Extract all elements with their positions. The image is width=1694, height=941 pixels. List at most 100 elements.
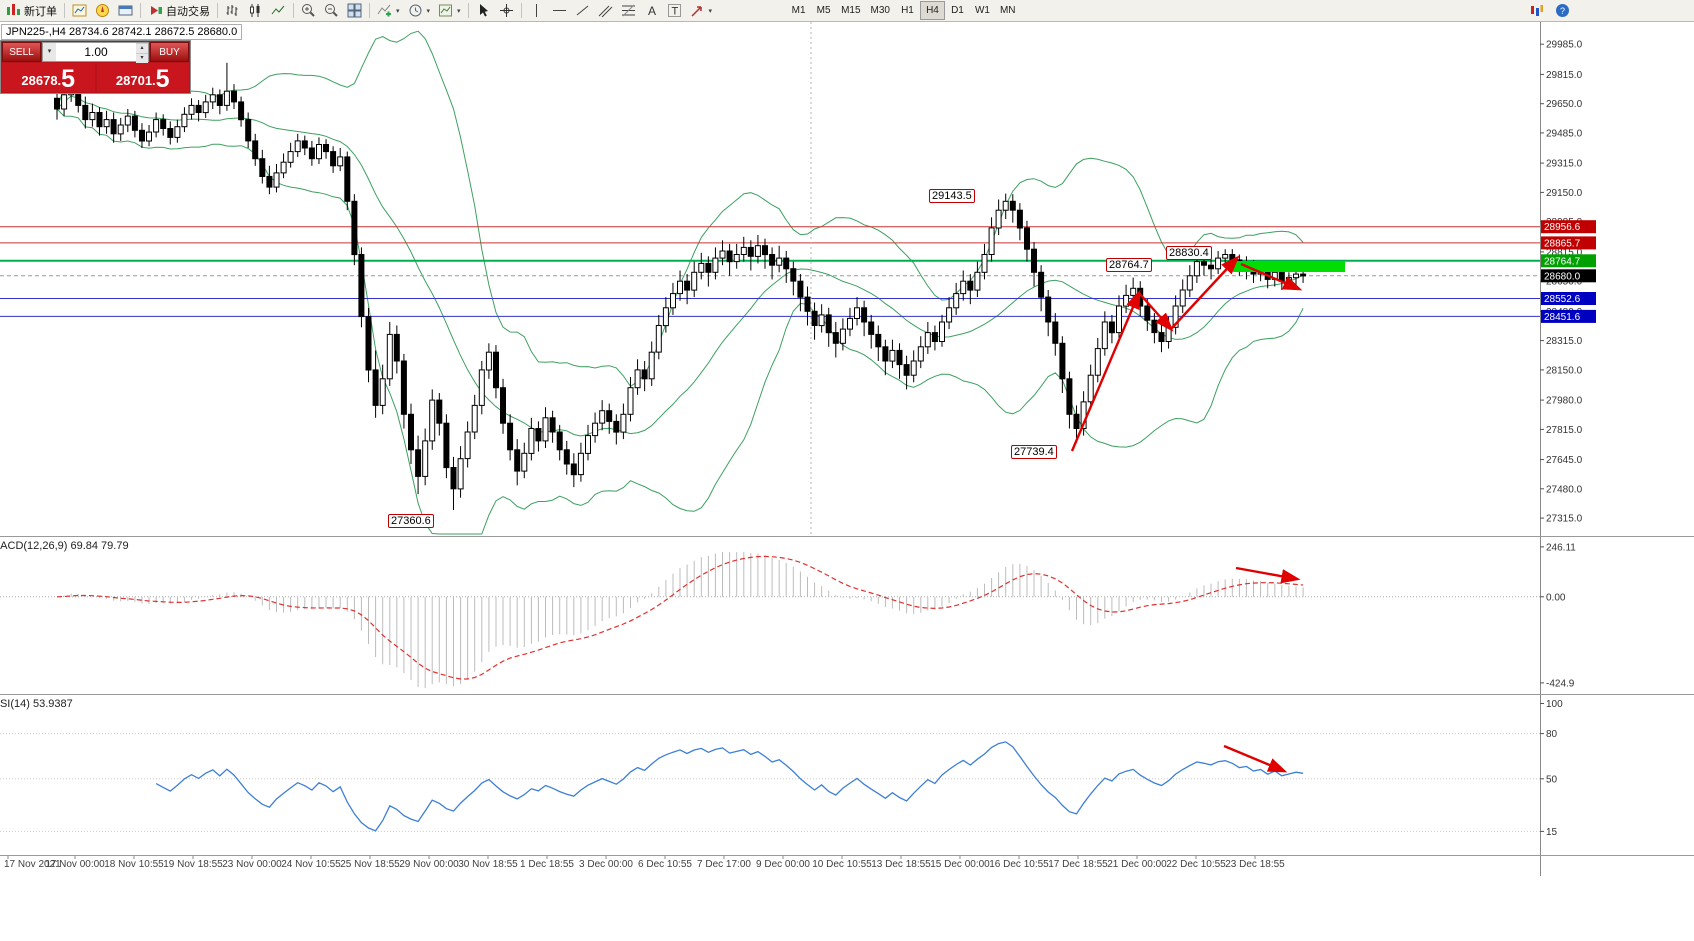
sell-price-display[interactable]: 28678. 5 <box>2 63 95 92</box>
timeframe-m15[interactable]: M15 <box>836 1 865 20</box>
candle-body <box>903 364 910 376</box>
candle-body <box>1059 342 1066 380</box>
candle-body <box>252 140 259 160</box>
navigator-button[interactable] <box>91 1 114 21</box>
candle-body <box>202 101 209 114</box>
timeframe-mn[interactable]: MN <box>995 1 1021 20</box>
price-annotation[interactable]: 27739.4 <box>1011 445 1057 459</box>
price-tick-label: 27645.0 <box>1546 455 1583 466</box>
volume-field[interactable]: ▾ 1.00 ▴ ▾ <box>42 42 149 63</box>
timeframe-m5[interactable]: M5 <box>811 1 836 20</box>
market-watch-button[interactable] <box>68 1 91 21</box>
axes[interactable]: 29985.0 29815.0 29650.0 29485.0 29315.0 29150… <box>0 22 1694 876</box>
candle-body <box>280 161 287 174</box>
bar-chart-button[interactable] <box>221 1 244 21</box>
candle-body <box>415 449 422 477</box>
fibonacci-tool-button[interactable] <box>617 1 640 21</box>
new-chart-button[interactable] <box>1525 1 1548 21</box>
time-tick-label: 29 Nov 00:00 <box>399 859 459 870</box>
indicators-button[interactable]: ▾ <box>373 1 404 21</box>
candle-body <box>61 94 68 110</box>
time-tick-label: 16 Dec 10:55 <box>989 859 1049 870</box>
candle-body <box>216 94 223 107</box>
price-tick-label: 29150.0 <box>1546 188 1583 199</box>
candle-body <box>910 360 917 376</box>
sell-button[interactable]: SELL <box>2 42 41 62</box>
candle-body <box>301 140 308 149</box>
candle-body <box>231 90 237 103</box>
candle-body <box>493 351 499 389</box>
vertical-line-tool-button[interactable] <box>525 1 548 21</box>
candlestick-chart-button[interactable] <box>244 1 267 21</box>
timeframe-w1[interactable]: W1 <box>970 1 995 20</box>
price-tag-label: 28956.6 <box>1544 222 1581 233</box>
horizontal-line-tool-button[interactable] <box>548 1 571 21</box>
terminal-button[interactable] <box>114 1 137 21</box>
cursor-button[interactable] <box>472 1 495 21</box>
candle-body <box>259 158 266 177</box>
volume-dropdown-icon[interactable]: ▾ <box>43 43 56 61</box>
tile-windows-button[interactable] <box>343 1 366 21</box>
timeframe-h4[interactable]: H4 <box>919 1 945 20</box>
spin-up-icon[interactable]: ▴ <box>136 43 148 53</box>
arrows-tool-button[interactable]: ▾ <box>686 1 717 21</box>
candle-body <box>655 325 662 353</box>
price-annotation[interactable]: 28764.7 <box>1106 258 1152 272</box>
candle-body <box>804 296 811 312</box>
candle-body <box>698 262 705 273</box>
price-tick-label: 29485.0 <box>1546 128 1583 139</box>
svg-text:T: T <box>671 6 678 18</box>
channel-tool-button[interactable] <box>594 1 617 21</box>
zoom-in-button[interactable] <box>297 1 320 21</box>
timeframe-m1[interactable]: M1 <box>786 1 811 20</box>
buy-price-display[interactable]: 28701. 5 <box>96 63 189 92</box>
candle-body <box>464 431 471 460</box>
time-tick-label: 25 Nov 18:55 <box>340 859 400 870</box>
trend-arrow[interactable] <box>1138 292 1174 332</box>
auto-trading-button[interactable]: 自动交易 <box>144 1 214 21</box>
timeframe-d1[interactable]: D1 <box>945 1 970 20</box>
candle-body <box>754 245 761 257</box>
chevron-down-icon: ▾ <box>396 7 400 15</box>
trend-arrow[interactable] <box>1223 744 1288 773</box>
price-annotation[interactable]: 28830.4 <box>1166 246 1212 260</box>
candle-body <box>712 257 719 273</box>
candle-body <box>861 307 868 323</box>
arrow-object-icon <box>690 3 705 18</box>
candle-body <box>521 452 528 472</box>
toolbar-separator <box>140 3 141 18</box>
trend-arrow[interactable] <box>1240 262 1303 291</box>
volume-value[interactable]: 1.00 <box>84 45 108 59</box>
candle-body <box>174 126 181 138</box>
candle-body <box>1123 294 1130 307</box>
crosshair-button[interactable] <box>495 1 518 21</box>
label-tool-button[interactable]: T <box>663 1 686 21</box>
candle-body <box>1087 374 1094 403</box>
price-tag <box>1541 254 1596 268</box>
templates-button[interactable]: ▾ <box>434 1 465 21</box>
trend-arrow[interactable] <box>1235 566 1301 584</box>
drawn-objects[interactable] <box>1070 255 1345 773</box>
timeframe-m30[interactable]: M30 <box>866 1 895 20</box>
trend-arrow[interactable] <box>1070 289 1141 452</box>
time-tick-label: 18 Nov 10:55 <box>104 859 164 870</box>
buy-button[interactable]: BUY <box>150 42 189 62</box>
help-button[interactable]: ? <box>1551 1 1574 21</box>
candle-body <box>372 369 379 406</box>
price-tick-label: 28315.0 <box>1546 336 1583 347</box>
zoom-out-button[interactable] <box>320 1 343 21</box>
volume-spinner[interactable]: ▴ ▾ <box>136 43 148 63</box>
price-annotation[interactable]: 29143.5 <box>929 189 975 203</box>
price-annotation[interactable]: 27360.6 <box>388 514 434 528</box>
line-chart-button[interactable] <box>267 1 290 21</box>
text-tool-button[interactable]: A <box>640 1 663 21</box>
candle-body <box>542 417 549 442</box>
timeframe-h1[interactable]: H1 <box>895 1 920 20</box>
trend-arrow[interactable] <box>1170 255 1240 330</box>
green-highlight-box[interactable] <box>1233 261 1345 272</box>
trendline-tool-button[interactable] <box>571 1 594 21</box>
periods-button[interactable]: ▾ <box>404 1 435 21</box>
new-order-button[interactable]: 新订单 <box>2 1 61 21</box>
spin-down-icon[interactable]: ▾ <box>136 53 148 63</box>
